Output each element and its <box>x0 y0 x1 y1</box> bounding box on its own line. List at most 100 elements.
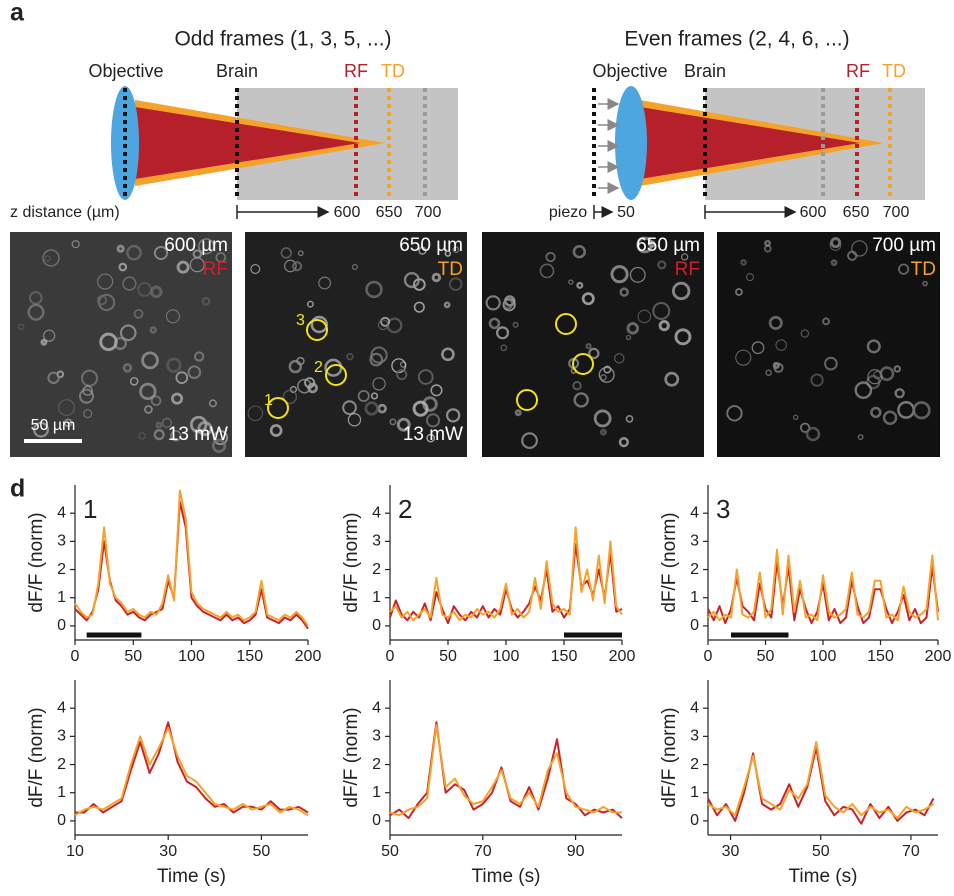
chart-title: 1 <box>83 494 97 524</box>
cell-texture <box>805 426 821 442</box>
x-tick-label: 90 <box>567 843 585 860</box>
beam-rf <box>135 107 360 179</box>
diagram-odd: Odd frames (1, 3, 5, ...) Objective Brai… <box>10 28 458 221</box>
chart-title: 2 <box>398 494 412 524</box>
cell-texture <box>765 369 773 377</box>
x-tick-label: 0 <box>704 648 713 665</box>
cell-texture <box>912 401 931 420</box>
cell-texture <box>33 421 49 438</box>
cell-texture <box>297 250 304 257</box>
y-tick-label: 0 <box>57 617 66 634</box>
y-tick-label: 1 <box>372 589 381 606</box>
trace <box>389 724 622 817</box>
cell-texture <box>488 317 501 330</box>
label: Brain <box>216 61 258 81</box>
cell-texture <box>444 250 452 257</box>
cell-texture <box>83 408 93 419</box>
label: TD <box>381 61 405 81</box>
x-tick-label: 200 <box>925 648 952 665</box>
axis-tick-label: 650 <box>843 204 870 221</box>
cell-texture <box>793 414 799 420</box>
cell-texture <box>773 362 784 373</box>
cell-texture <box>568 279 574 285</box>
cell-texture <box>165 309 180 324</box>
x-axis-label: Time (s) <box>157 866 226 887</box>
cell-texture <box>426 413 441 428</box>
power-label: 13 mW <box>403 424 463 445</box>
cell-texture <box>201 296 211 306</box>
cell-texture <box>800 329 810 338</box>
cell-texture <box>47 371 60 385</box>
trace <box>74 726 309 817</box>
cell-texture <box>310 315 329 334</box>
cell-texture <box>122 363 133 373</box>
cell-markers <box>267 313 594 419</box>
cell-texture <box>119 324 137 342</box>
x-tick-label: 0 <box>71 648 80 665</box>
cell-texture <box>658 320 670 332</box>
x-tick-label: 50 <box>381 843 399 860</box>
axis-tick-label: 600 <box>334 204 361 221</box>
cell-texture <box>153 429 165 441</box>
objective-lens <box>111 86 139 200</box>
x-tick-label: 70 <box>474 843 492 860</box>
cell-texture <box>289 385 297 394</box>
cell-texture <box>671 281 691 301</box>
y-tick-label: 3 <box>372 533 381 550</box>
depth-label: 650 µm <box>636 235 700 256</box>
cell-texture <box>636 236 654 254</box>
axis-tick-label: 700 <box>415 204 442 221</box>
cell-texture <box>539 263 555 279</box>
cell-texture <box>735 349 752 366</box>
x-tick-label: 150 <box>236 648 263 665</box>
x-tick-label: 30 <box>159 843 177 860</box>
cell-texture <box>17 323 25 331</box>
piezo-arrows <box>598 98 620 194</box>
y-tick-label: 3 <box>690 533 699 550</box>
cell-texture <box>396 417 411 432</box>
images <box>10 232 940 457</box>
x-tick-label: 100 <box>493 648 520 665</box>
y-tick-label: 0 <box>690 812 699 829</box>
cell-label: 1 <box>264 392 273 409</box>
cell-texture <box>57 399 75 417</box>
cell-texture <box>452 246 460 254</box>
cell-texture <box>161 417 173 428</box>
cell-texture <box>213 430 229 446</box>
y-tick-label: 2 <box>690 561 699 578</box>
cell-texture <box>365 280 383 299</box>
y-tick-label: 3 <box>57 728 66 745</box>
label: TD <box>882 61 906 81</box>
power-label: 13 mW <box>168 424 228 445</box>
cell-texture <box>857 434 864 440</box>
x-tick-label: 150 <box>867 648 894 665</box>
y-tick-label: 2 <box>372 756 381 773</box>
axis-label: z distance (µm) <box>10 204 120 221</box>
cell-texture <box>830 259 838 267</box>
cell-texture <box>647 240 656 248</box>
cell-texture <box>297 378 312 394</box>
cell-texture <box>292 261 303 272</box>
cell-texture <box>775 339 788 351</box>
cell-texture <box>830 237 842 249</box>
y-tick-label: 0 <box>57 812 66 829</box>
cell-texture <box>870 406 882 419</box>
x-tick-label: 0 <box>386 648 395 665</box>
cell-texture <box>247 405 264 422</box>
cell-texture <box>443 301 451 309</box>
cell-label: 3 <box>296 312 305 329</box>
cell-texture <box>280 247 293 259</box>
cell-texture <box>545 251 556 263</box>
x-tick-label: 100 <box>810 648 837 665</box>
trace <box>75 721 309 814</box>
cell-texture <box>175 371 189 384</box>
cell-texture <box>215 252 227 263</box>
cell-texture <box>824 356 838 371</box>
channel-label: TD <box>438 259 463 280</box>
x-tick-label: 30 <box>722 843 740 860</box>
label: Objective <box>88 61 163 81</box>
x-tick-label: 50 <box>757 648 775 665</box>
cell-texture <box>441 347 455 362</box>
cell-texture <box>581 292 595 306</box>
